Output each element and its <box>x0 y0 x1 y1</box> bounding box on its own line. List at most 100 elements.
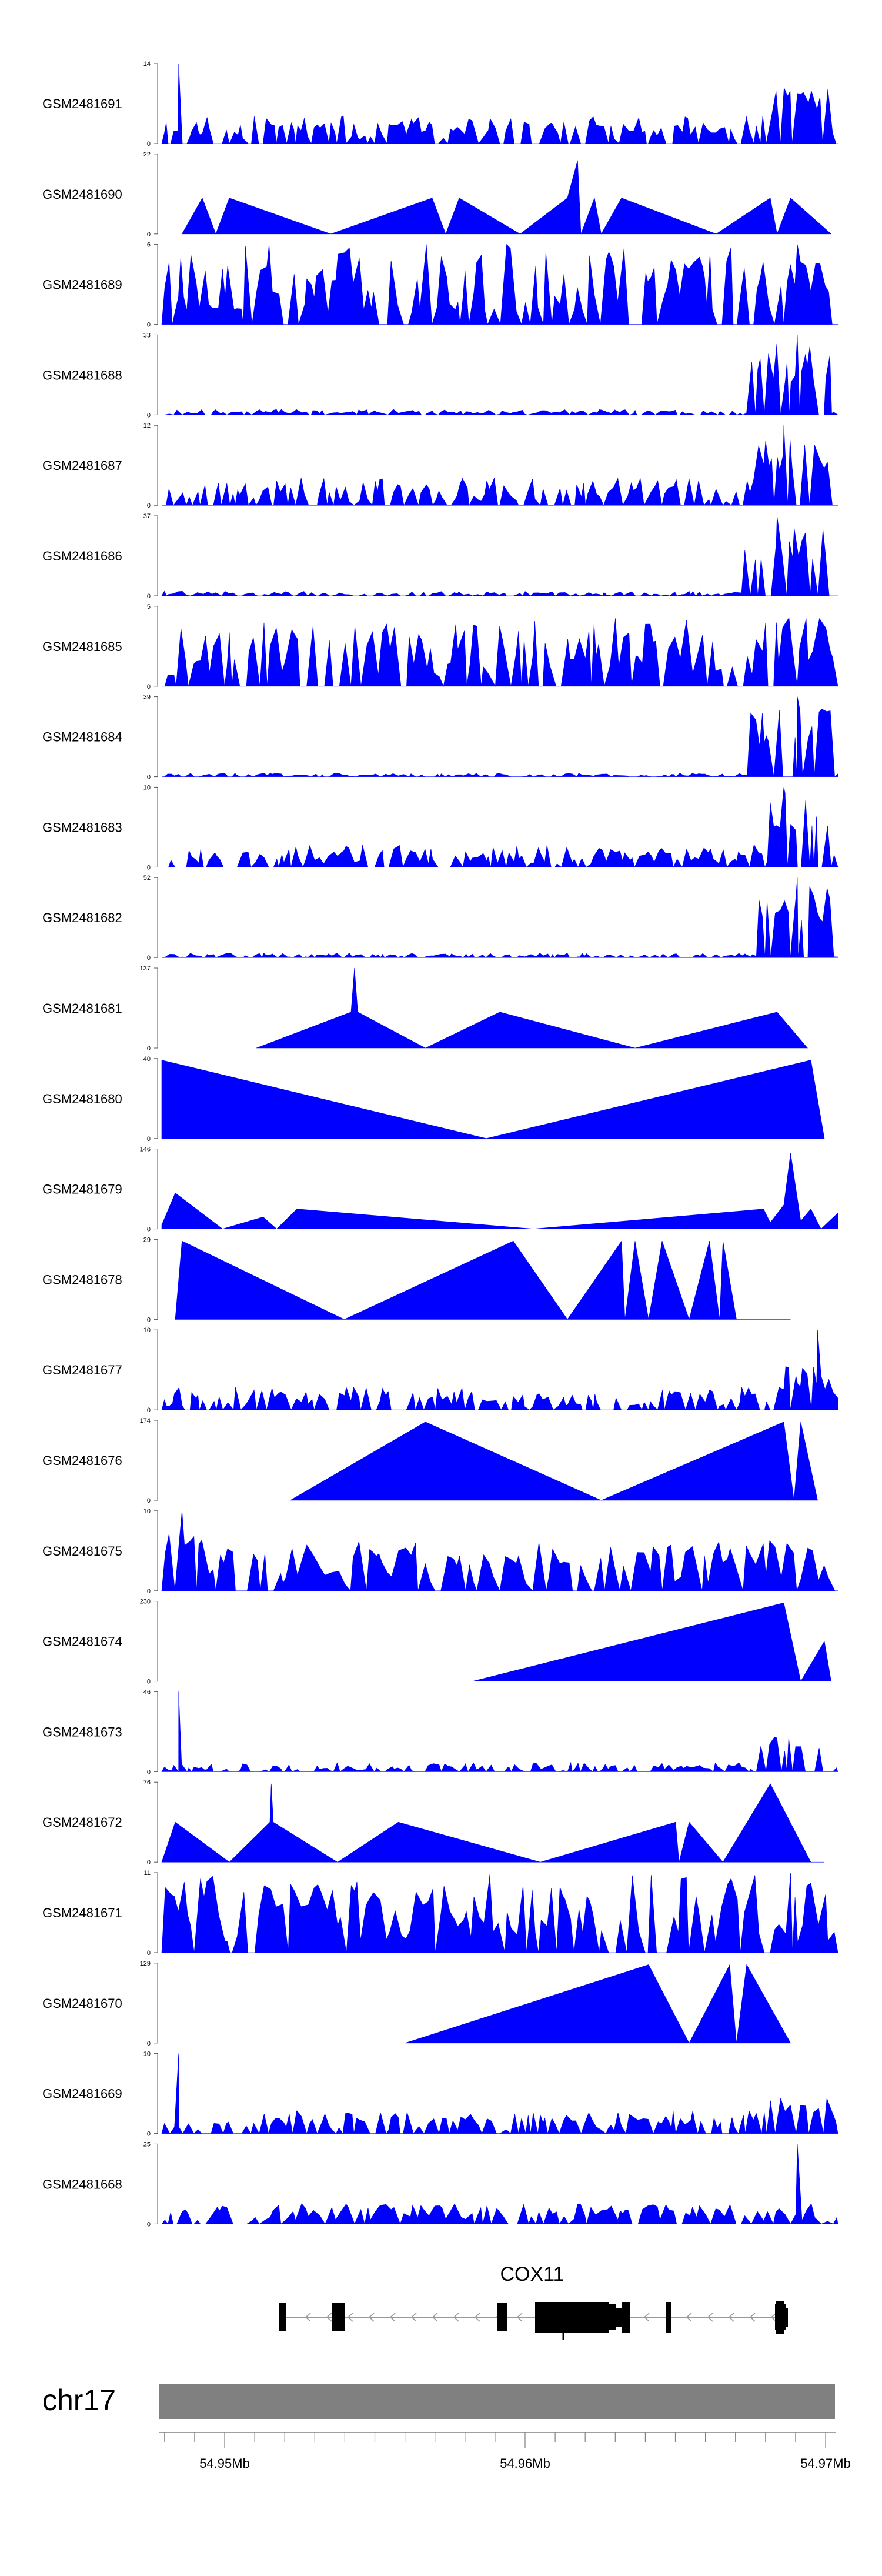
y-tick-label-zero: 0 <box>147 412 151 419</box>
track-GSM2481683: GSM2481683 10 0 <box>42 784 838 871</box>
gene-exon <box>776 2301 784 2334</box>
y-tick-label-zero: 0 <box>147 955 151 962</box>
track-label: GSM2481681 <box>42 1001 122 1016</box>
track-label: GSM2481672 <box>42 1815 122 1830</box>
axis-tick-label: 54.97Mb <box>800 2456 851 2471</box>
y-tick-label-zero: 0 <box>147 1950 151 1957</box>
track-GSM2481672: GSM2481672 76 0 <box>42 1779 824 1866</box>
track-label: GSM2481670 <box>42 1996 122 2011</box>
y-tick-label-zero: 0 <box>147 1679 151 1686</box>
track-label: GSM2481691 <box>42 96 122 111</box>
track-GSM2481671: GSM2481671 11 0 <box>42 1870 838 1957</box>
strand-arrow-icon <box>686 2313 692 2322</box>
y-tick-label-max: 22 <box>143 151 151 158</box>
coverage-area <box>161 1060 825 1139</box>
y-tick-label-zero: 0 <box>147 2040 151 2047</box>
y-tick-label-zero: 0 <box>147 593 151 600</box>
gene-exon <box>535 2302 609 2333</box>
gene-exon <box>785 2308 788 2327</box>
strand-arrow-icon <box>516 2313 523 2322</box>
gene-exon <box>332 2303 345 2331</box>
y-tick-label-zero: 0 <box>147 2221 151 2228</box>
track-label: GSM2481674 <box>42 1634 122 1649</box>
strand-arrow-icon <box>453 2313 459 2322</box>
chromosome-ideogram: chr17 <box>42 2384 835 2419</box>
coverage-area <box>162 877 838 958</box>
y-tick-label-max: 10 <box>143 784 151 791</box>
track-label: GSM2481688 <box>42 368 122 382</box>
coverage-area <box>162 787 838 868</box>
track-label: GSM2481685 <box>42 639 122 654</box>
y-tick-label-max: 14 <box>143 61 151 68</box>
track-label: GSM2481678 <box>42 1272 122 1287</box>
y-tick-label-zero: 0 <box>147 1588 151 1595</box>
coverage-area <box>162 425 838 506</box>
track-GSM2481686: GSM2481686 37 0 <box>42 513 838 600</box>
strand-arrow-icon <box>389 2313 396 2322</box>
strand-arrow-icon <box>474 2313 480 2322</box>
track-GSM2481670: GSM2481670 129 0 <box>42 1960 791 2047</box>
track-label: GSM2481671 <box>42 1906 122 1920</box>
genome-axis: 54.95Mb 54.96Mb 54.97Mb <box>159 2432 851 2471</box>
y-tick-label-zero: 0 <box>147 1769 151 1776</box>
track-GSM2481687: GSM2481687 12 0 <box>42 422 838 509</box>
y-tick-label-max: 10 <box>143 1327 151 1334</box>
chromosome-label: chr17 <box>42 2384 116 2417</box>
y-tick-label-max: 37 <box>143 513 151 520</box>
y-tick-label-max: 11 <box>144 1870 151 1877</box>
y-tick-label-max: 174 <box>140 1417 151 1424</box>
track-GSM2481673: GSM2481673 46 0 <box>42 1689 838 1776</box>
track-GSM2481691: GSM2481691 14 0 <box>42 61 838 148</box>
coverage-area <box>175 1240 791 1320</box>
track-GSM2481674: GSM2481674 230 0 <box>42 1599 831 1686</box>
strand-arrow-icon <box>749 2313 756 2322</box>
coverage-area <box>161 1510 838 1591</box>
track-GSM2481688: GSM2481688 33 0 <box>42 332 839 419</box>
coverage-area <box>161 243 838 325</box>
coverage-area <box>161 1783 824 1863</box>
coverage-area <box>162 696 838 778</box>
y-tick-label-zero: 0 <box>147 1045 151 1052</box>
coverage-area <box>161 2144 838 2225</box>
strand-arrow-icon <box>410 2313 417 2322</box>
axis-tick-label: 54.95Mb <box>199 2456 250 2471</box>
coverage-area <box>181 160 832 235</box>
y-tick-label-max: 25 <box>143 2141 151 2148</box>
gene-exon <box>279 2303 286 2331</box>
track-label: GSM2481684 <box>42 730 122 745</box>
y-tick-label-zero: 0 <box>147 322 151 329</box>
gene-label: COX11 <box>500 2263 564 2285</box>
track-GSM2481684: GSM2481684 39 0 <box>42 694 838 781</box>
coverage-area <box>161 2053 838 2134</box>
strand-arrow-icon <box>728 2313 734 2322</box>
strand-arrow-icon <box>326 2313 332 2322</box>
y-tick-label-max: 52 <box>143 875 151 882</box>
strand-arrow-icon <box>643 2313 650 2322</box>
coverage-area <box>161 1872 838 1953</box>
track-label: GSM2481675 <box>42 1544 122 1559</box>
track-GSM2481682: GSM2481682 52 0 <box>42 875 838 962</box>
track-label: GSM2481679 <box>42 1182 122 1197</box>
coverage-area <box>161 1330 838 1411</box>
track-label: GSM2481669 <box>42 2087 122 2101</box>
y-tick-label-max: 46 <box>143 1689 151 1696</box>
coverage-area <box>161 515 838 596</box>
y-tick-label-zero: 0 <box>147 502 151 509</box>
coverage-tracks: GSM2481691140GSM2481690220GSM248168960GS… <box>42 61 839 2228</box>
gene-exon <box>622 2302 630 2333</box>
coverage-area <box>161 1153 838 1230</box>
strand-arrow-icon <box>770 2313 777 2322</box>
coverage-area <box>162 617 838 687</box>
y-tick-label-zero: 0 <box>147 2131 151 2138</box>
track-label: GSM2481677 <box>42 1363 122 1377</box>
track-GSM2481685: GSM2481685 5 0 <box>42 603 838 690</box>
strand-arrow-icon <box>432 2313 438 2322</box>
track-label: GSM2481683 <box>42 820 122 835</box>
y-tick-label-zero: 0 <box>147 683 151 690</box>
gene-exon <box>609 2304 616 2330</box>
y-tick-label-zero: 0 <box>147 1407 151 1414</box>
track-label: GSM2481673 <box>42 1724 122 1739</box>
track-label: GSM2481690 <box>42 187 122 202</box>
y-tick-label-zero: 0 <box>147 864 151 871</box>
